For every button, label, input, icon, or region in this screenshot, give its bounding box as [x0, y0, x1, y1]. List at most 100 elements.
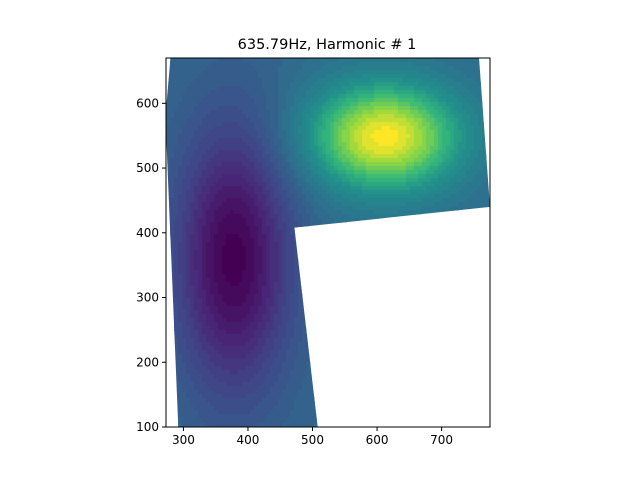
contour-cell — [214, 374, 219, 379]
contour-cell — [262, 322, 267, 327]
contour-cell — [266, 402, 271, 407]
contour-cell — [354, 374, 359, 379]
contour-cell — [350, 170, 355, 175]
contour-cell — [210, 310, 215, 315]
contour-cell — [334, 262, 339, 267]
contour-cell — [318, 294, 323, 299]
contour-cell — [306, 178, 311, 183]
contour-cell — [342, 382, 347, 387]
contour-cell — [214, 322, 219, 327]
contour-cell — [322, 90, 327, 95]
contour-cell — [346, 330, 351, 335]
contour-cell — [178, 394, 183, 399]
contour-cell — [218, 198, 223, 203]
contour-cell — [222, 166, 227, 171]
contour-cell — [218, 350, 223, 355]
contour-cell — [378, 274, 383, 279]
contour-cell — [282, 158, 287, 163]
contour-cell — [342, 310, 347, 315]
contour-cell — [222, 70, 227, 75]
contour-cell — [186, 282, 191, 287]
contour-cell — [374, 74, 379, 79]
contour-cell — [302, 358, 307, 363]
contour-cell — [238, 94, 243, 99]
contour-cell — [326, 134, 331, 139]
contour-cell — [198, 358, 203, 363]
contour-cell — [226, 226, 231, 231]
contour-cell — [202, 278, 207, 283]
contour-cell — [206, 254, 211, 259]
contour-cell — [246, 410, 251, 415]
contour-cell — [230, 74, 235, 79]
contour-cell — [250, 70, 255, 75]
contour-cell — [266, 226, 271, 231]
contour-cell — [278, 418, 283, 423]
contour-cell — [358, 78, 363, 83]
contour-cell — [170, 350, 175, 355]
contour-cell — [290, 206, 295, 211]
contour-cell — [302, 330, 307, 335]
contour-cell — [242, 294, 247, 299]
contour-cell — [166, 274, 171, 279]
contour-cell — [350, 222, 355, 227]
contour-cell — [226, 114, 231, 119]
contour-cell — [194, 338, 199, 343]
contour-cell — [246, 290, 251, 295]
contour-cell — [370, 202, 375, 207]
contour-cell — [338, 298, 343, 303]
contour-cell — [250, 206, 255, 211]
contour-cell — [258, 198, 263, 203]
contour-cell — [290, 118, 295, 123]
contour-cell — [290, 110, 295, 115]
contour-cell — [374, 186, 379, 191]
contour-cell — [366, 294, 371, 299]
contour-cell — [266, 110, 271, 115]
contour-cell — [374, 354, 379, 359]
contour-cell — [302, 138, 307, 143]
contour-cell — [282, 350, 287, 355]
contour-cell — [214, 250, 219, 255]
contour-cell — [342, 266, 347, 271]
contour-cell — [378, 170, 383, 175]
contour-cell — [354, 230, 359, 235]
contour-cell — [202, 366, 207, 371]
contour-cell — [218, 270, 223, 275]
contour-cell — [250, 234, 255, 239]
contour-cell — [262, 394, 267, 399]
contour-cell — [202, 306, 207, 311]
contour-cell — [290, 390, 295, 395]
contour-cell — [302, 226, 307, 231]
contour-cell — [306, 222, 311, 227]
contour-cell — [326, 370, 331, 375]
contour-cell — [362, 302, 367, 307]
contour-cell — [358, 94, 363, 99]
contour-cell — [198, 350, 203, 355]
contour-cell — [218, 214, 223, 219]
contour-cell — [234, 294, 239, 299]
contour-cell — [238, 194, 243, 199]
contour-cell — [178, 358, 183, 363]
contour-cell — [318, 82, 323, 87]
contour-cell — [226, 390, 231, 395]
contour-cell — [314, 90, 319, 95]
contour-cell — [206, 162, 211, 167]
contour-cell — [330, 386, 335, 391]
contour-cell — [294, 274, 299, 279]
contour-cell — [190, 170, 195, 175]
contour-cell — [202, 350, 207, 355]
contour-cell — [274, 378, 279, 383]
contour-cell — [266, 410, 271, 415]
contour-cell — [206, 326, 211, 331]
contour-cell — [306, 418, 311, 423]
contour-cell — [314, 322, 319, 327]
contour-cell — [278, 386, 283, 391]
contour-cell — [238, 122, 243, 127]
contour-cell — [218, 94, 223, 99]
contour-cell — [258, 178, 263, 183]
contour-cell — [278, 354, 283, 359]
contour-cell — [274, 406, 279, 411]
contour-cell — [286, 366, 291, 371]
contour-cell — [278, 350, 283, 355]
contour-cell — [354, 338, 359, 343]
contour-cell — [314, 410, 319, 415]
